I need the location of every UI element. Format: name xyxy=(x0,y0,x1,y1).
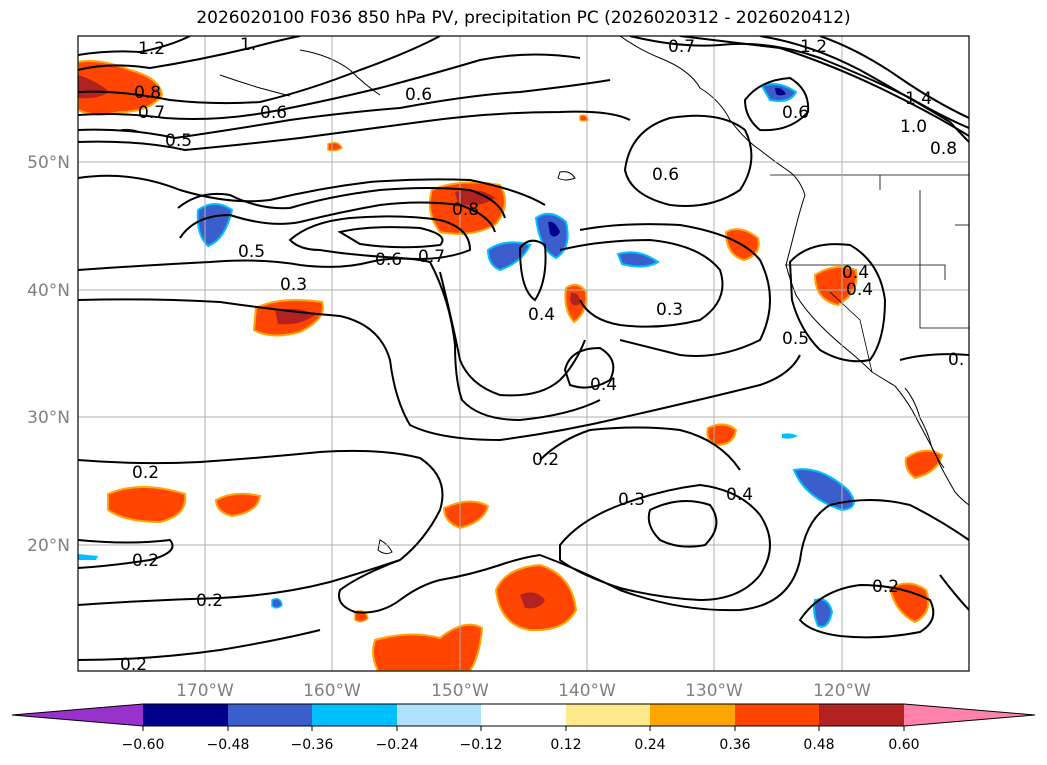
contour-label: 0.4 xyxy=(726,485,753,505)
contour-label: 0. xyxy=(948,350,964,370)
contour-label: 0.3 xyxy=(656,300,683,320)
pv-contours xyxy=(78,36,969,661)
precip-blob xyxy=(455,190,495,206)
lon-label: 160°W xyxy=(303,681,361,701)
colorbar-segment xyxy=(481,704,566,726)
colorbar-ticks xyxy=(142,726,905,731)
precip-blob xyxy=(372,623,484,671)
contour-label: 0.2 xyxy=(120,655,147,675)
contour-label: 0.6 xyxy=(260,103,287,123)
precip-blob xyxy=(775,87,786,96)
colorbar-segment xyxy=(735,704,819,726)
lat-label: 50°N xyxy=(27,153,70,173)
contour-label: 0.2 xyxy=(872,577,899,597)
map-frame xyxy=(77,35,970,672)
colorbar-tick-label: 0.12 xyxy=(550,737,581,753)
contour-label: 0.3 xyxy=(280,275,307,295)
colorbar-tick-label: 0.60 xyxy=(888,737,919,753)
colorbar-segment xyxy=(143,704,228,726)
colorbar-segment xyxy=(566,704,650,726)
contour-label: 0.4 xyxy=(842,263,869,283)
contour-label: 0.6 xyxy=(375,250,402,270)
contour-label: 0.6 xyxy=(782,103,809,123)
longitude-labels: 170°W 160°W 150°W 140°W 130°W 120°W xyxy=(176,681,871,701)
precip-blob xyxy=(792,468,855,512)
precip-blob xyxy=(813,598,834,628)
contour-label: 1.2 xyxy=(800,37,827,57)
precip-blob xyxy=(782,433,798,439)
colorbar-segment xyxy=(312,704,397,726)
map-plot-area: 1.2 1. 0.8 0.7 0.5 0.6 0.6 0.7 1.2 1.4 1… xyxy=(78,35,969,675)
contour-label: 0.6 xyxy=(652,165,679,185)
contour-label: 0.2 xyxy=(132,551,159,571)
precip-blob xyxy=(107,486,187,524)
contour-label: 0.5 xyxy=(165,131,192,151)
precip-blob xyxy=(888,582,930,624)
colorbar-tick-label: −0.24 xyxy=(376,737,419,753)
contour-label: 0.3 xyxy=(618,490,645,510)
colorbar: −0.60 −0.48 −0.36 −0.24 −0.12 0.12 0.24 … xyxy=(11,703,1036,753)
colorbar-segment xyxy=(397,704,481,726)
colorbar-tick-label: 0.48 xyxy=(803,737,834,753)
precip-blob xyxy=(214,492,262,518)
colorbar-tick-label: 0.24 xyxy=(634,737,665,753)
lat-label: 20°N xyxy=(27,536,70,556)
contour-label: 1.2 xyxy=(138,39,165,59)
lon-label: 170°W xyxy=(176,681,234,701)
contour-label: 0.5 xyxy=(782,329,809,349)
lon-label: 150°W xyxy=(431,681,489,701)
contour-label: 0.2 xyxy=(532,450,559,470)
contour-label: 0.4 xyxy=(528,305,555,325)
colorbar-labels: −0.60 −0.48 −0.36 −0.24 −0.12 0.12 0.24 … xyxy=(122,737,920,753)
graticule xyxy=(78,36,969,671)
precip-blob xyxy=(78,554,98,560)
map-title: 2026020100 F036 850 hPa PV, precipitatio… xyxy=(196,8,851,28)
precip-blob xyxy=(570,292,580,306)
contour-label: 1. xyxy=(240,35,256,55)
precip-blob xyxy=(548,221,560,237)
latitude-labels: 50°N 40°N 30°N 20°N xyxy=(27,153,70,556)
colorbar-tick-label: 0.36 xyxy=(719,737,750,753)
colorbar-segment xyxy=(819,704,904,726)
precip-blob xyxy=(579,114,589,122)
lon-label: 140°W xyxy=(558,681,616,701)
contour-labels: 1.2 1. 0.8 0.7 0.5 0.6 0.6 0.7 1.2 1.4 1… xyxy=(120,35,964,675)
contour-label: 0.4 xyxy=(590,375,617,395)
precip-blob xyxy=(616,251,660,268)
colorbar-tick-label: −0.60 xyxy=(122,737,165,753)
colorbar-tick-label: −0.36 xyxy=(291,737,334,753)
lat-label: 40°N xyxy=(27,281,70,301)
colorbar-segment xyxy=(650,704,735,726)
contour-label: 0.2 xyxy=(132,463,159,483)
precip-blob xyxy=(904,449,944,480)
contour-label: 0.4 xyxy=(846,280,873,300)
precip-blob xyxy=(520,592,545,609)
contour-label: 0.5 xyxy=(238,242,265,262)
contour-label: 0.6 xyxy=(405,85,432,105)
precip-blob xyxy=(271,598,283,609)
contour-label: 0.7 xyxy=(668,37,695,57)
contour-label: 0.8 xyxy=(134,83,161,103)
precip-blob xyxy=(354,610,369,623)
colorbar-segment xyxy=(228,704,312,726)
contour-label: 0.7 xyxy=(138,103,165,123)
contour-label: 0.7 xyxy=(418,247,445,267)
colorbar-tick-label: −0.48 xyxy=(207,737,250,753)
contour-label: 0.8 xyxy=(930,139,957,159)
borders xyxy=(770,174,969,373)
precip-blob xyxy=(442,500,490,530)
contour-label: 0.2 xyxy=(196,591,223,611)
colorbar-extend-left xyxy=(12,704,143,726)
contour-label: 1.4 xyxy=(905,89,932,109)
lon-label: 130°W xyxy=(685,681,743,701)
precip-blob xyxy=(706,423,738,447)
lat-label: 30°N xyxy=(27,408,70,428)
contour-label: 1.0 xyxy=(900,117,927,137)
colorbar-tick-label: −0.12 xyxy=(460,737,503,753)
colorbar-extend-right xyxy=(904,704,1035,726)
contour-label: 0.8 xyxy=(452,200,479,220)
lon-label: 120°W xyxy=(813,681,871,701)
